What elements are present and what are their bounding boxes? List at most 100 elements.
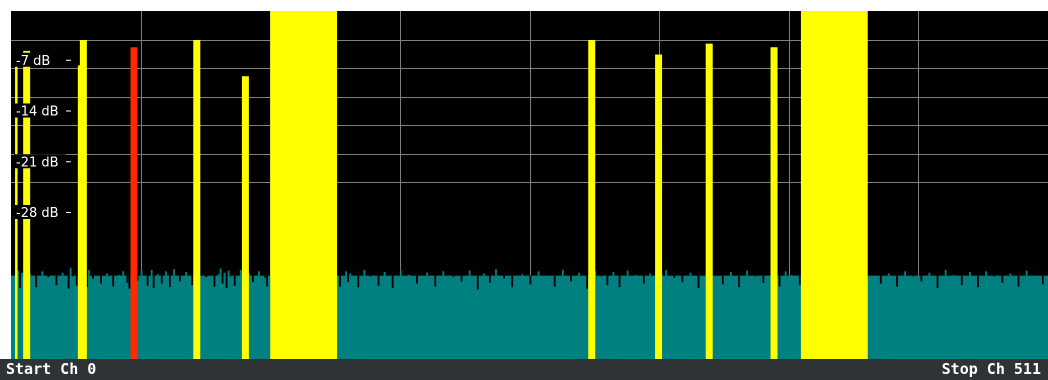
noise-dip (642, 275, 645, 284)
noise-dip (252, 275, 254, 283)
noise-bar (239, 269, 242, 276)
marker-bar (23, 50, 31, 359)
noise-dip (570, 275, 572, 282)
noise-dip (67, 275, 70, 289)
noise-bar (1025, 270, 1028, 276)
noise-bar (150, 269, 153, 276)
noise-bar (363, 269, 366, 276)
noise-dip (225, 275, 228, 288)
noise-dip (357, 275, 360, 288)
noise-dip (896, 275, 898, 287)
y-tick-labels: -7 dB -14 dB -21 dB -28 dB (14, 52, 71, 221)
noise-bar (217, 274, 220, 276)
noise-dip (511, 275, 514, 288)
tick-label-backdrop (14, 205, 66, 219)
noise-dip (213, 275, 216, 287)
noise-dip (452, 275, 455, 278)
noise-dip (75, 275, 78, 286)
noise-dip (586, 275, 589, 289)
noise-dip (600, 275, 603, 277)
noise-dip (1041, 275, 1044, 285)
noise-dip (179, 275, 181, 282)
noise-bar (969, 272, 971, 276)
noise-dip (92, 275, 94, 279)
noise-bar (383, 272, 386, 276)
noise-dip (762, 275, 765, 283)
noise-bar (665, 269, 668, 276)
noise-dip (266, 275, 269, 287)
tick-label-backdrop (14, 154, 66, 169)
noise-dip (960, 275, 963, 286)
noise-bar (561, 269, 564, 276)
noise-bar (173, 269, 175, 276)
noise-bar (140, 270, 143, 276)
noise-bar (219, 268, 222, 276)
noise-bar (41, 271, 44, 276)
noise-floor-area (11, 275, 1048, 359)
stop-channel-label: Stop Ch 511 (941, 360, 1041, 378)
noise-dip (191, 275, 194, 286)
noise-dip (168, 275, 171, 288)
noise-bar (904, 271, 907, 276)
noise-bar (122, 271, 125, 276)
noise-dip (369, 275, 372, 277)
noise-dip (673, 275, 676, 278)
noise-bar (227, 270, 230, 276)
marker-bar (770, 47, 778, 359)
noise-dip (738, 275, 740, 288)
marker-bars (15, 11, 868, 359)
noise-dip (55, 275, 58, 286)
marker-bar (79, 40, 87, 359)
noise-dip (126, 275, 129, 283)
noise-bar (952, 274, 955, 276)
noise-bar (61, 272, 64, 276)
noise-dip (488, 275, 491, 283)
noise-dip (879, 275, 882, 284)
noise-bar (407, 274, 410, 276)
noise-bar (730, 272, 732, 276)
marker-bar (193, 40, 201, 359)
marker-bar (705, 43, 713, 359)
noise-dip (100, 275, 102, 284)
noise-bar (166, 274, 169, 276)
y-tick-label: -21 dB (16, 155, 59, 170)
noise-bar (468, 270, 471, 276)
y-tick-label: -7 dB (16, 54, 50, 69)
noise-bar (648, 273, 651, 276)
noise-dip (233, 275, 236, 286)
noise-bar (612, 272, 615, 276)
noise-bar (887, 273, 890, 276)
noise-bar (106, 273, 109, 276)
y-tick-label: -28 dB (16, 206, 59, 221)
noise-dip (553, 275, 556, 287)
noise-bar (626, 270, 629, 276)
noise-bar (521, 274, 524, 276)
noise-bar (164, 271, 167, 276)
noise-dip (798, 275, 801, 286)
noise-bar (185, 272, 188, 276)
noise-bar (87, 269, 90, 276)
noise-bar (689, 272, 692, 276)
noise-dip (377, 275, 380, 286)
noise-dip (618, 275, 621, 288)
noise-dip (721, 275, 724, 285)
occupied-block (800, 11, 868, 359)
noise-dip (229, 275, 232, 277)
noise-bar (578, 272, 580, 276)
noise-dip (339, 275, 341, 287)
noise-dip (606, 275, 609, 286)
noise-dip (264, 275, 266, 278)
tick-label-backdrop (14, 52, 66, 67)
noise-bar (442, 271, 445, 276)
noise-dip (936, 275, 939, 288)
noise-dip (460, 275, 463, 282)
noise-dip (221, 275, 224, 284)
noise-bar (537, 271, 540, 276)
noise-bar (345, 271, 348, 276)
marker-line (77, 65, 81, 359)
noise-dip (35, 275, 38, 288)
noise-dip (754, 275, 757, 277)
marker-bar (655, 54, 663, 359)
noise-dip (434, 275, 437, 287)
noise-bar (790, 274, 793, 276)
